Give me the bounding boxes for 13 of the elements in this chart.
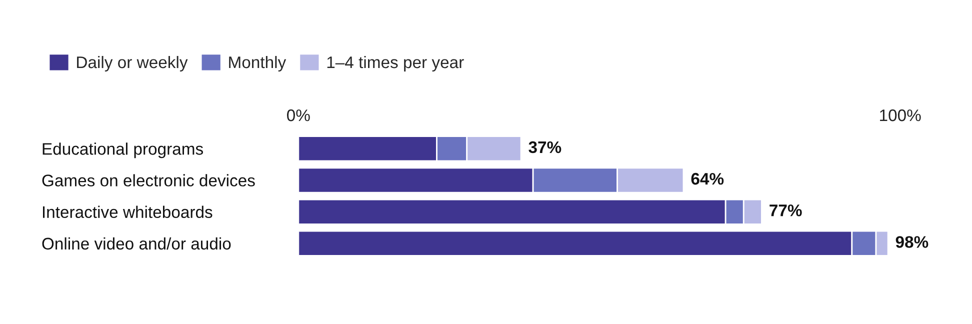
y-tick-label: Educational programs [42, 142, 203, 158]
total-label: 77% [770, 204, 802, 216]
legend-label: 1–4 times per year [327, 56, 464, 72]
y-tick-label: Interactive whiteboards [43, 206, 212, 218]
legend-label: Daily or weekly [77, 56, 188, 72]
legend-label: Monthly [229, 56, 286, 72]
y-tick-label: Games on electronic devices [42, 174, 255, 186]
total-label: 98% [896, 236, 928, 248]
x-tick-label: 0% [287, 109, 310, 122]
total-label: 64% [691, 172, 724, 185]
y-tick-label: Online video and/or audio [42, 237, 231, 250]
x-tick-label: 100% [880, 109, 921, 122]
total-label: 37% [528, 141, 562, 154]
